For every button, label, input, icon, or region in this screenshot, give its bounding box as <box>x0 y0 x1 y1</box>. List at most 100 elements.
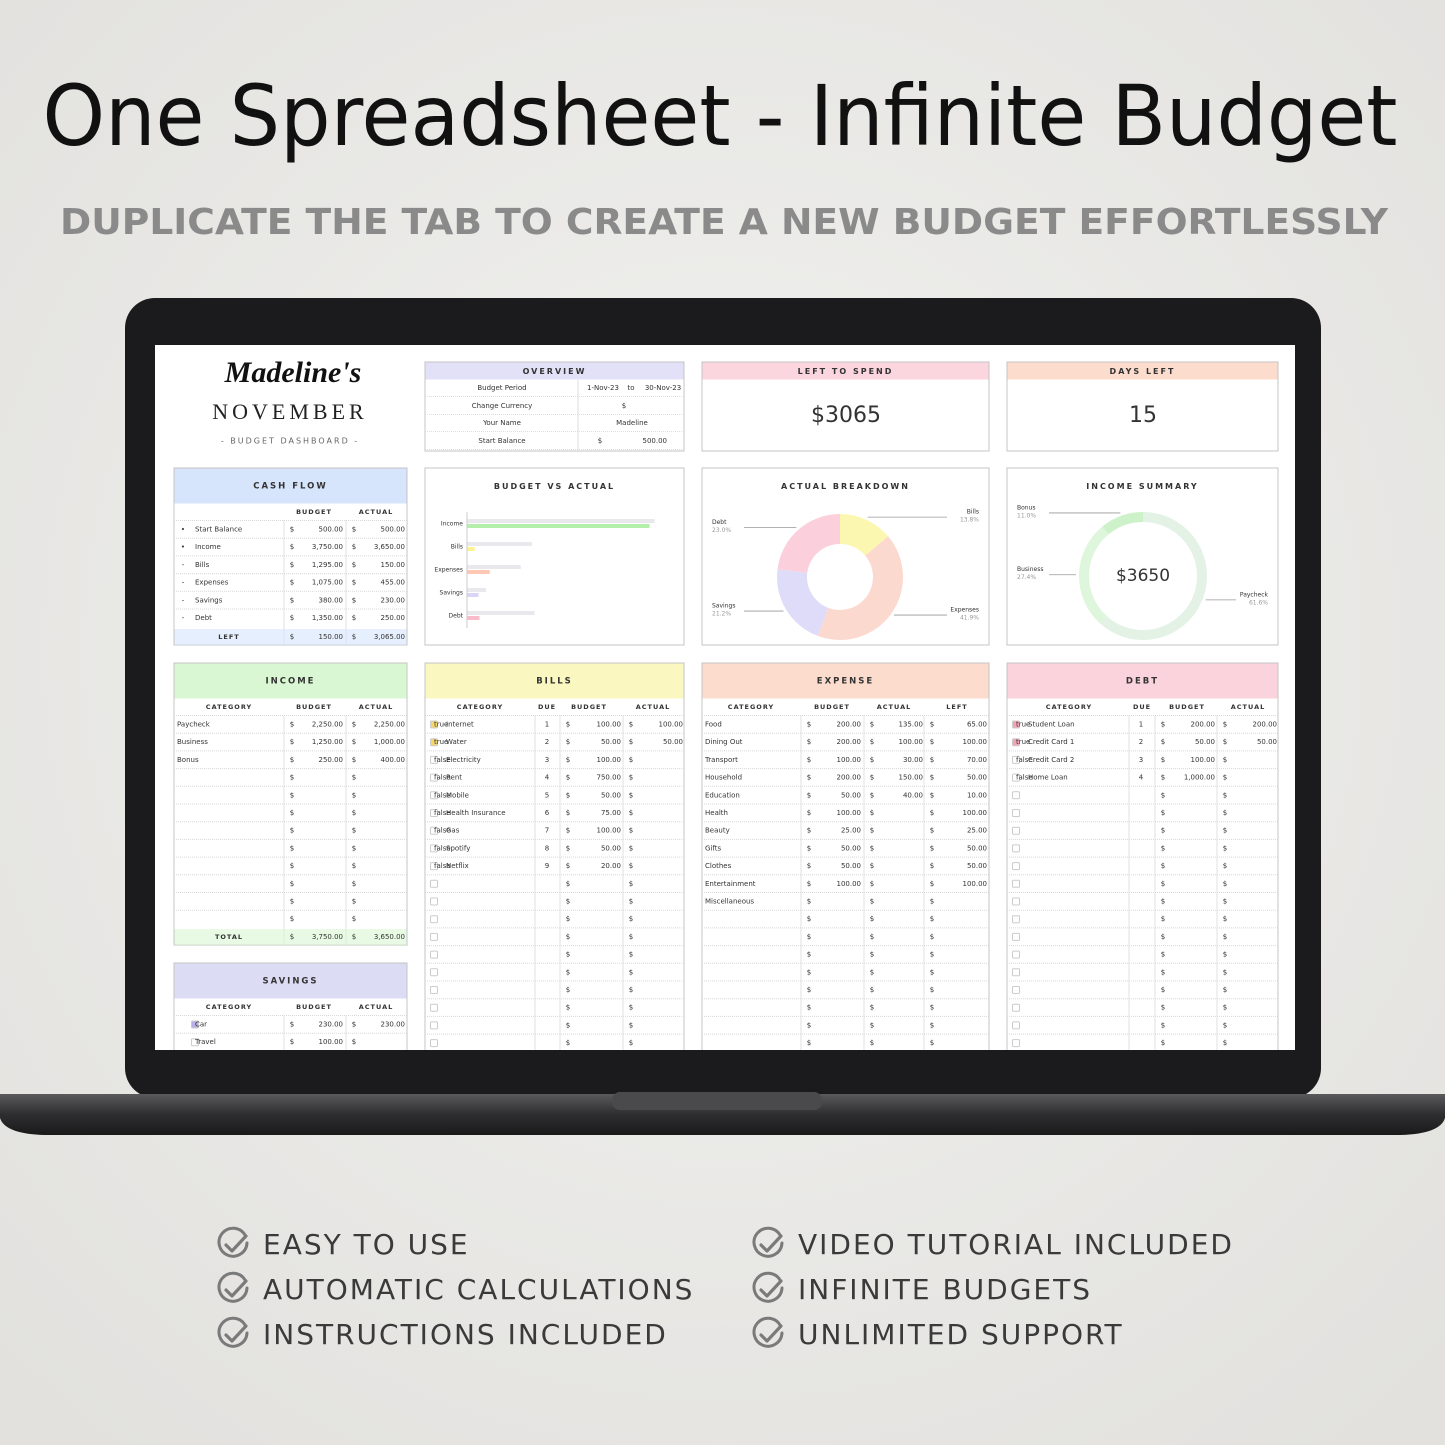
currency: $ <box>1161 898 1165 906</box>
cell: Travel <box>194 1038 216 1046</box>
checkbox <box>430 738 438 747</box>
slice-value: 21.2% <box>712 611 731 618</box>
currency: $ <box>629 933 633 941</box>
cell: false <box>434 827 451 835</box>
currency: $ <box>1161 915 1165 923</box>
cell: 230.00 <box>381 596 406 604</box>
currency: $ <box>290 774 294 782</box>
currency: $ <box>352 579 356 587</box>
currency: $ <box>566 844 570 852</box>
currency: $ <box>290 633 294 641</box>
panel-title: DAYS LEFT <box>1110 367 1176 376</box>
checkbox <box>1012 844 1020 853</box>
check-icon <box>217 1271 249 1303</box>
overview-value: $ <box>598 437 602 445</box>
currency: $ <box>1223 880 1227 888</box>
currency: $ <box>807 844 811 852</box>
currency: $ <box>566 933 570 941</box>
cell: 75.00 <box>601 809 621 817</box>
column-header: LEFT <box>946 703 967 711</box>
cell: 250.00 <box>381 614 406 622</box>
currency: $ <box>807 986 811 994</box>
cell: 40.00 <box>903 791 923 799</box>
checkbox <box>1012 720 1020 729</box>
checkbox <box>430 879 438 888</box>
budget-bar <box>467 519 655 523</box>
feature: INFINITE BUDGETS <box>798 1273 1092 1306</box>
donut-slice <box>1102 512 1143 535</box>
currency: $ <box>870 791 874 799</box>
cell: false <box>434 862 451 870</box>
cell: 200.00 <box>1253 721 1278 729</box>
cell: 100.00 <box>597 721 622 729</box>
currency: $ <box>930 1004 934 1012</box>
checkbox <box>430 932 438 941</box>
cell: 1,250.00 <box>312 738 343 746</box>
check-icon <box>217 1226 249 1258</box>
cell: 50.00 <box>841 791 861 799</box>
currency: $ <box>629 915 633 923</box>
checkbox <box>1012 932 1020 941</box>
currency: $ <box>1223 862 1227 870</box>
checkbox <box>430 1021 438 1030</box>
currency: $ <box>870 756 874 764</box>
cell: 10.00 <box>967 791 987 799</box>
currency: $ <box>1161 774 1165 782</box>
column-header: BUDGET <box>296 703 332 711</box>
cell: Dining Out <box>705 738 743 746</box>
cell: Mobile <box>446 791 469 799</box>
table-title: BILLS <box>536 677 573 687</box>
left-to-spend-value: $3065 <box>811 403 881 428</box>
check-mark <box>759 1234 783 1253</box>
currency: $ <box>870 1039 874 1047</box>
cell: Income <box>195 543 221 551</box>
laptop-notch <box>612 1092 822 1110</box>
checkbox <box>1012 950 1020 959</box>
slice-label: Bonus <box>1017 504 1036 511</box>
currency: $ <box>1161 756 1165 764</box>
currency: $ <box>930 1039 934 1047</box>
currency: $ <box>566 756 570 764</box>
currency: $ <box>629 1039 633 1047</box>
currency: $ <box>1161 1021 1165 1029</box>
currency: $ <box>352 614 356 622</box>
cell: false <box>434 756 451 764</box>
cell: 230.00 <box>319 1021 344 1029</box>
cell: Gifts <box>705 844 721 852</box>
cell: 5 <box>545 791 549 799</box>
check-mark <box>224 1234 248 1253</box>
checkbox <box>430 773 438 782</box>
cell: 30.00 <box>903 756 923 764</box>
cell: Electricity <box>446 756 481 764</box>
panel-title: INCOME SUMMARY <box>1086 482 1198 491</box>
cell: 400.00 <box>381 756 406 764</box>
column-header: ACTUAL <box>359 508 394 516</box>
currency: $ <box>629 721 633 729</box>
currency: $ <box>566 1021 570 1029</box>
currency: $ <box>290 809 294 817</box>
currency: $ <box>1161 862 1165 870</box>
currency: $ <box>870 880 874 888</box>
bar-label: Debt <box>449 613 464 620</box>
currency: $ <box>290 561 294 569</box>
currency: $ <box>807 809 811 817</box>
currency: $ <box>870 774 874 782</box>
currency: $ <box>930 933 934 941</box>
cell: 8 <box>545 844 549 852</box>
cell: Clothes <box>705 862 732 870</box>
currency: $ <box>807 915 811 923</box>
currency: $ <box>807 1039 811 1047</box>
currency: $ <box>807 738 811 746</box>
actual-bar <box>467 547 475 551</box>
actual-bar <box>467 616 480 620</box>
checkbox <box>430 968 438 977</box>
currency: $ <box>870 915 874 923</box>
checkbox <box>1012 915 1020 924</box>
column-header: DUE <box>1133 703 1151 711</box>
currency: $ <box>870 898 874 906</box>
currency: $ <box>352 809 356 817</box>
check-icon <box>752 1226 784 1258</box>
cell: 100.00 <box>837 880 862 888</box>
currency: $ <box>807 791 811 799</box>
currency: $ <box>870 986 874 994</box>
